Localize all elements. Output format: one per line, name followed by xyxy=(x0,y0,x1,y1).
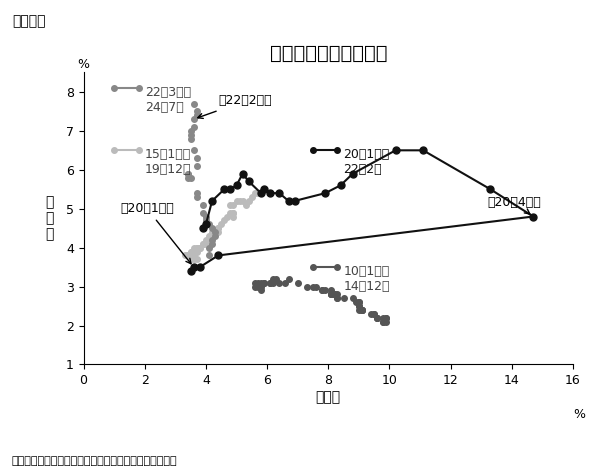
Text: 10年1月～
14年12月: 10年1月～ 14年12月 xyxy=(344,265,390,293)
Title: ベバリッジ曲線の推移: ベバリッジ曲線の推移 xyxy=(269,44,387,62)
Text: 20年1月～
22年2月: 20年1月～ 22年2月 xyxy=(344,149,390,177)
Text: （20年4月）: （20年4月） xyxy=(487,196,541,214)
Text: %: % xyxy=(77,58,89,70)
Text: （22年2月）: （22年2月） xyxy=(198,95,272,119)
Text: （20年1月）: （20年1月） xyxy=(120,202,191,264)
Y-axis label: 求
人
率: 求 人 率 xyxy=(45,195,53,242)
Text: 22年3月～
24年7月: 22年3月～ 24年7月 xyxy=(145,86,191,114)
Text: %: % xyxy=(573,408,585,421)
Text: ［図表］: ［図表］ xyxy=(12,14,46,28)
X-axis label: 失業率: 失業率 xyxy=(316,390,341,404)
Text: （出所）　米労働省資料から明治安田総合研究所作成。: （出所） 米労働省資料から明治安田総合研究所作成。 xyxy=(12,456,178,466)
Text: 15年1月～
19年12月: 15年1月～ 19年12月 xyxy=(145,149,191,177)
